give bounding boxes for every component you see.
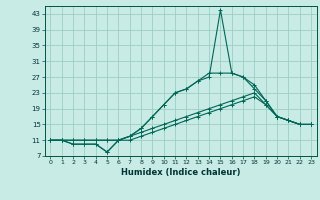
X-axis label: Humidex (Indice chaleur): Humidex (Indice chaleur) xyxy=(121,168,241,177)
